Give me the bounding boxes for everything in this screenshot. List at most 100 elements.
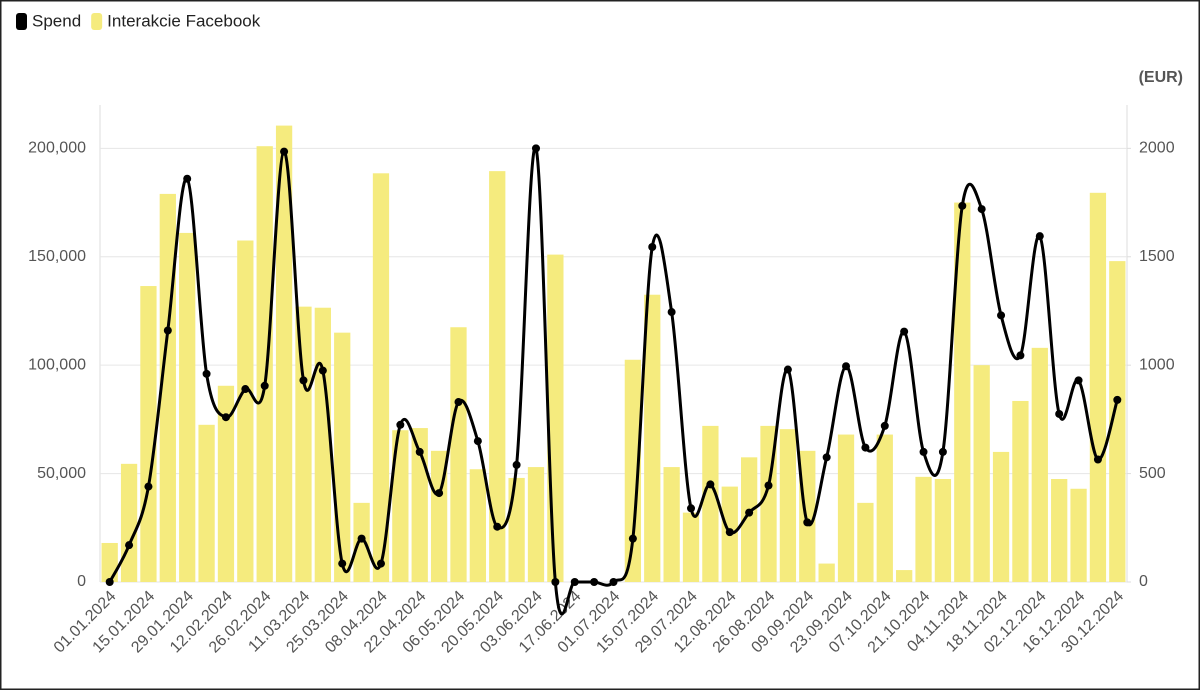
bar (954, 202, 971, 582)
legend-swatch (91, 13, 103, 30)
point (551, 578, 560, 586)
y2-tick-label: 1000 (1139, 356, 1175, 373)
point (202, 369, 211, 378)
bar (237, 240, 254, 583)
point (803, 518, 812, 527)
bar (120, 463, 138, 582)
bar (372, 173, 390, 582)
point (318, 366, 327, 375)
bar (256, 146, 273, 583)
point (125, 541, 134, 550)
point (590, 578, 599, 586)
point (512, 460, 521, 469)
bar (217, 385, 235, 582)
point (338, 559, 347, 568)
bar (876, 434, 893, 582)
bar (818, 563, 835, 582)
point (163, 326, 172, 335)
bar (198, 424, 215, 582)
point (183, 174, 192, 183)
bar (663, 467, 680, 582)
point (783, 365, 792, 374)
point (861, 443, 870, 452)
bar (644, 294, 661, 582)
point (938, 447, 947, 456)
bar (741, 457, 758, 582)
point (415, 447, 424, 456)
point (435, 489, 444, 498)
y-tick-label: 150,000 (28, 248, 86, 265)
y2-tick-label: 1500 (1139, 248, 1175, 265)
bar (1012, 400, 1029, 582)
bar (934, 479, 952, 582)
y-tick-label: 0 (77, 573, 86, 590)
point (725, 528, 734, 537)
bar (469, 469, 486, 582)
point (977, 205, 986, 214)
bar (295, 306, 312, 582)
bar (508, 477, 525, 582)
point (842, 362, 851, 371)
bar (973, 365, 990, 582)
point (997, 311, 1006, 320)
y-tick-label: 100,000 (28, 356, 86, 373)
point (919, 447, 928, 456)
bar (101, 542, 118, 582)
point (745, 508, 754, 517)
point (764, 481, 773, 490)
point (570, 578, 579, 586)
point (241, 385, 250, 394)
point (357, 534, 366, 543)
bar (1070, 488, 1087, 582)
point (1074, 376, 1083, 385)
bar (779, 429, 797, 582)
point (706, 480, 715, 489)
bar (992, 451, 1010, 582)
y-tick-label: 200,000 (28, 140, 86, 157)
legend-label: Interakcie Facebook (107, 11, 261, 30)
bar (179, 232, 196, 582)
bar (1051, 479, 1068, 582)
point (1093, 455, 1102, 464)
point (221, 413, 230, 422)
point (1035, 232, 1044, 241)
y2-tick-label: 0 (1139, 573, 1148, 590)
bar (489, 171, 506, 582)
point (609, 578, 618, 586)
y2-tick-label: 500 (1139, 465, 1166, 482)
bar (857, 502, 874, 582)
bar (624, 359, 642, 582)
point (299, 376, 308, 385)
bar (915, 476, 932, 582)
bar (1031, 347, 1048, 582)
bar (334, 332, 351, 582)
point (260, 381, 269, 390)
y-tick-label: 50,000 (37, 465, 86, 482)
bar (314, 307, 331, 582)
y2-axis-title: (EUR) (1139, 69, 1183, 86)
legend-label: Spend (32, 11, 81, 30)
bar (275, 125, 293, 583)
point (1113, 395, 1122, 404)
line (108, 146, 1119, 616)
bar (896, 570, 913, 582)
y2-tick-label: 2000 (1139, 140, 1175, 157)
legend-swatch (16, 13, 27, 30)
bar (1089, 192, 1107, 582)
bar (837, 434, 855, 582)
point (667, 308, 676, 317)
point (1055, 409, 1064, 418)
point (376, 559, 385, 568)
bar (527, 467, 545, 582)
bar (140, 286, 157, 582)
point (687, 504, 696, 513)
point (144, 482, 153, 491)
point (1016, 351, 1025, 360)
point (628, 534, 637, 543)
bar (547, 254, 564, 582)
legend: Spend Interakcie Facebook (16, 11, 261, 30)
bar (702, 425, 719, 582)
bar (450, 327, 467, 582)
point (454, 398, 463, 407)
